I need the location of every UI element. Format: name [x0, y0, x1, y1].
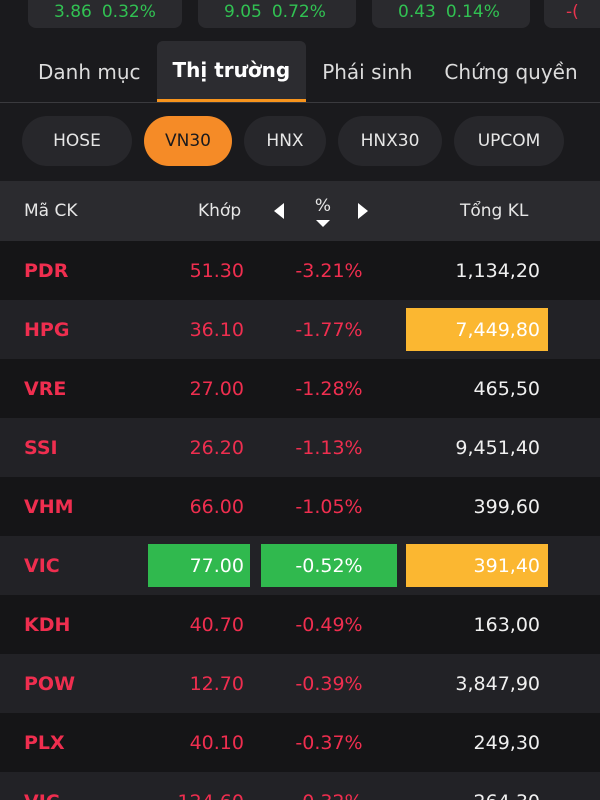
table-row[interactable]: POW 12.70 -0.39% 3,847,90	[0, 654, 600, 713]
caret-left-icon	[274, 203, 284, 219]
stock-volume: 465,50	[473, 377, 540, 400]
header-pct-label: %	[314, 195, 332, 216]
stock-volume: 163,00	[473, 613, 540, 636]
stock-volume: 399,60	[473, 495, 540, 518]
index-value: -(	[566, 2, 579, 22]
tab-chung-quyen[interactable]: Chứng quyền	[444, 59, 578, 84]
table-row[interactable]: KDH 40.70 -0.49% 163,00	[0, 595, 600, 654]
stock-price: 36.10	[189, 318, 244, 341]
stock-price: 26.20	[189, 436, 244, 459]
stock-volume: 264,30	[406, 772, 548, 800]
stock-volume: 249,30	[473, 731, 540, 754]
header-pct[interactable]: %	[306, 181, 340, 241]
table-row[interactable]: SSI 26.20 -1.13% 9,451,40	[0, 418, 600, 477]
stock-code: PLX	[24, 731, 65, 754]
stock-change-pct: -0.32%	[261, 772, 397, 800]
index-pct: 0.72%	[271, 2, 326, 22]
table-header: Mã CK Khớp % Tổng KL	[0, 181, 600, 241]
stock-price: 40.70	[189, 613, 244, 636]
stock-code: VRE	[24, 377, 67, 400]
stock-volume: 9,451,40	[455, 436, 540, 459]
table-row[interactable]: VIC 77.00 -0.52% 391,40	[0, 536, 600, 595]
stock-code: HPG	[24, 318, 70, 341]
stock-change-pct: -1.77%	[295, 318, 363, 341]
table-row[interactable]: HPG 36.10 -1.77% 7,449,80	[0, 300, 600, 359]
stock-price: 27.00	[189, 377, 244, 400]
exchange-pill-upcom[interactable]: UPCOM	[454, 116, 564, 166]
tab-phai-sinh[interactable]: Phái sinh	[322, 59, 413, 84]
stock-volume: 7,449,80	[406, 308, 548, 351]
stock-change-pct: -1.13%	[295, 436, 363, 459]
stock-change-pct: -0.49%	[295, 613, 363, 636]
stock-price: 12.70	[189, 672, 244, 695]
index-value: 9.05	[224, 2, 262, 22]
header-volume[interactable]: Tổng KL	[460, 201, 529, 221]
table-row[interactable]: PDR 51.30 -3.21% 1,134,20	[0, 241, 600, 300]
table-row[interactable]: VHM 66.00 -1.05% 399,60	[0, 477, 600, 536]
index-value: 0.43	[398, 2, 436, 22]
tab-thi-truong[interactable]: Thị trường	[156, 41, 307, 102]
index-value: 3.86	[54, 2, 92, 22]
stock-change-pct: -0.39%	[295, 672, 363, 695]
caret-right-icon	[358, 203, 368, 219]
stock-code: VJC	[24, 772, 60, 800]
table-row[interactable]: VJC 124.60 -0.32% 264,30	[0, 772, 600, 800]
index-card[interactable]: 3.86 0.32%	[28, 0, 182, 28]
table-row[interactable]: VRE 27.00 -1.28% 465,50	[0, 359, 600, 418]
stock-change-pct: -0.37%	[295, 731, 363, 754]
stock-price: 51.30	[189, 259, 244, 282]
stock-volume: 1,134,20	[455, 259, 540, 282]
stock-volume: 391,40	[406, 544, 548, 587]
stock-code: KDH	[24, 613, 71, 636]
stock-code: VIC	[24, 554, 60, 577]
stock-change-pct: -3.21%	[295, 259, 363, 282]
stock-price: 40.10	[189, 731, 244, 754]
tab-danh-muc[interactable]: Danh mục	[38, 59, 141, 84]
stock-price: 66.00	[189, 495, 244, 518]
exchange-pill-hnx30[interactable]: HNX30	[338, 116, 442, 166]
index-pct: 0.32%	[101, 2, 156, 22]
stock-code: PDR	[24, 259, 69, 282]
index-pct: 0.14%	[445, 2, 500, 22]
exchange-pill-vn30[interactable]: VN30	[144, 116, 232, 166]
stock-code: POW	[24, 672, 76, 695]
next-column-button[interactable]	[358, 181, 368, 241]
sort-down-icon	[316, 219, 330, 227]
exchange-pill-hose[interactable]: HOSE	[22, 116, 132, 166]
stock-code: SSI	[24, 436, 58, 459]
stock-price: 124.60	[148, 772, 250, 800]
market-tabs: Danh mục Thị trường Phái sinh Chứng quyề…	[0, 41, 600, 103]
stock-change-pct: -1.28%	[295, 377, 363, 400]
stock-price: 77.00	[148, 544, 250, 587]
index-strip: 3.86 0.32% 9.05 0.72% 0.43 0.14% -(	[0, 0, 600, 40]
stock-volume: 3,847,90	[455, 672, 540, 695]
stock-code: VHM	[24, 495, 74, 518]
stock-table: PDR 51.30 -3.21% 1,134,20 HPG 36.10 -1.7…	[0, 241, 600, 800]
header-price[interactable]: Khớp	[198, 201, 242, 221]
prev-column-button[interactable]	[274, 181, 284, 241]
exchange-pill-hnx[interactable]: HNX	[244, 116, 326, 166]
index-card[interactable]: 9.05 0.72%	[198, 0, 356, 28]
header-code[interactable]: Mã CK	[24, 201, 78, 221]
index-card[interactable]: -(	[544, 0, 600, 28]
table-row[interactable]: PLX 40.10 -0.37% 249,30	[0, 713, 600, 772]
index-card[interactable]: 0.43 0.14%	[372, 0, 530, 28]
stock-change-pct: -1.05%	[295, 495, 363, 518]
exchange-filter: HOSE VN30 HNX HNX30 UPCOM	[0, 103, 600, 179]
stock-change-pct: -0.52%	[261, 544, 397, 587]
